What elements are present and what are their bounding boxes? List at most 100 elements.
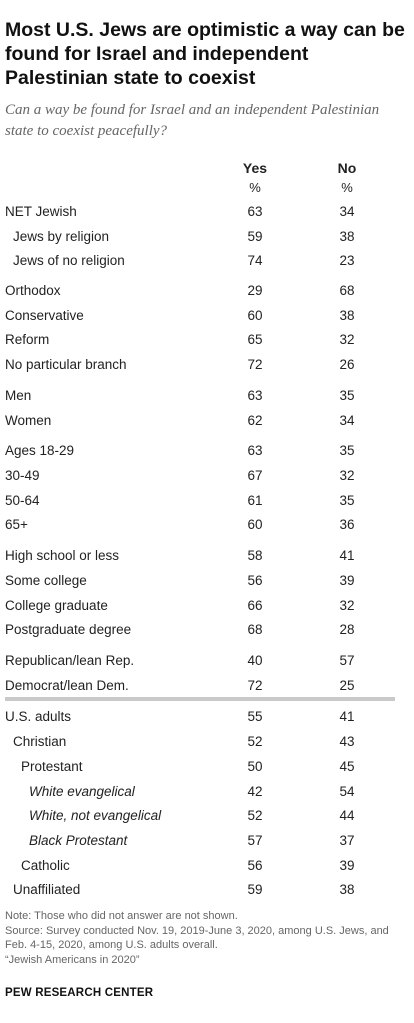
- yes-value: 68: [247, 622, 263, 637]
- row-label: Women: [5, 413, 52, 428]
- row-label: Protestant: [21, 759, 83, 774]
- row-label: Black Protestant: [29, 833, 128, 848]
- row-label: U.S. adults: [5, 709, 72, 724]
- table-row: Unaffiliated 59 38: [0, 880, 414, 900]
- table-row: College graduate 66 32: [0, 596, 414, 616]
- yes-value: 63: [247, 204, 263, 219]
- row-label: Reform: [5, 332, 50, 347]
- row-label: Unaffiliated: [13, 882, 81, 897]
- no-value: 38: [339, 229, 355, 244]
- table-row: 50-64 61 35: [0, 491, 414, 511]
- no-value: 28: [339, 622, 355, 637]
- yes-value: 60: [247, 517, 263, 532]
- yes-value: 57: [247, 833, 263, 848]
- note-line: Note: Those who did not answer are not s…: [5, 910, 238, 922]
- yes-value: 66: [247, 598, 263, 613]
- yes-value: 52: [247, 808, 263, 823]
- no-value: 35: [339, 388, 355, 403]
- table-row: Black Protestant 57 37: [0, 831, 414, 851]
- table-row: Orthodox 29 68: [0, 281, 414, 301]
- row-label: Men: [5, 388, 32, 403]
- table-row: Protestant 50 45: [0, 757, 414, 777]
- row-label: 65+: [5, 517, 28, 532]
- no-value: 54: [339, 784, 355, 799]
- row-label: Democrat/lean Dem.: [5, 678, 129, 693]
- row-label: Conservative: [5, 308, 84, 323]
- table-row: No particular branch 72 26: [0, 355, 414, 375]
- no-value: 32: [339, 332, 355, 347]
- table-row: U.S. adults 55 41: [0, 707, 414, 727]
- yes-value: 59: [247, 882, 263, 897]
- row-label: Jews by religion: [13, 229, 110, 244]
- yes-value: 74: [247, 253, 263, 268]
- no-value: 44: [339, 808, 355, 823]
- yes-value: 56: [247, 573, 263, 588]
- yes-value: 60: [247, 308, 263, 323]
- row-label: Catholic: [21, 858, 70, 873]
- yes-value: 59: [247, 229, 263, 244]
- yes-value: 67: [247, 468, 263, 483]
- row-label: Republican/lean Rep.: [5, 653, 135, 668]
- row-label: Jews of no religion: [13, 253, 125, 268]
- no-value: 41: [339, 548, 355, 563]
- no-value: 32: [339, 598, 355, 613]
- table-row: Christian 52 43: [0, 732, 414, 752]
- column-unit-no: %: [341, 180, 353, 195]
- row-label: Orthodox: [5, 283, 61, 298]
- no-value: 34: [339, 413, 355, 428]
- table-row: Women 62 34: [0, 411, 414, 431]
- column-header-no: No: [337, 160, 357, 176]
- no-value: 37: [339, 833, 355, 848]
- no-value: 45: [339, 759, 355, 774]
- table-row: White evangelical 42 54: [0, 782, 414, 802]
- table-row: NET Jewish 63 34: [0, 202, 414, 222]
- table-row: Some college 56 39: [0, 571, 414, 591]
- row-label: No particular branch: [5, 357, 127, 372]
- yes-value: 72: [247, 357, 263, 372]
- table-row: Catholic 56 39: [0, 856, 414, 876]
- table-row: Jews by religion 59 38: [0, 227, 414, 247]
- row-label: Postgraduate degree: [5, 622, 132, 637]
- table-row: Jews of no religion 74 23: [0, 251, 414, 271]
- chart-subtitle: Can a way be found for Israel and an ind…: [5, 102, 380, 139]
- no-value: 57: [339, 653, 355, 668]
- table-row: High school or less 58 41: [0, 546, 414, 566]
- no-value: 36: [339, 517, 355, 532]
- no-value: 38: [339, 308, 355, 323]
- yes-value: 58: [247, 548, 263, 563]
- section-divider: [5, 697, 395, 701]
- row-label: 50-64: [5, 493, 40, 508]
- row-label: Some college: [5, 573, 87, 588]
- yes-value: 40: [247, 653, 263, 668]
- row-label: College graduate: [5, 598, 108, 613]
- row-label: White, not evangelical: [29, 808, 162, 823]
- yes-value: 56: [247, 858, 263, 873]
- yes-value: 42: [247, 784, 263, 799]
- no-value: 25: [339, 678, 355, 693]
- notes: Note: Those who did not answer are not s…: [5, 909, 405, 967]
- table-row: 30-49 67 32: [0, 466, 414, 486]
- yes-value: 63: [247, 443, 263, 458]
- row-label: NET Jewish: [5, 204, 77, 219]
- yes-value: 72: [247, 678, 263, 693]
- table-row: 65+ 60 36: [0, 515, 414, 535]
- yes-value: 63: [247, 388, 263, 403]
- table-row: Ages 18-29 63 35: [0, 441, 414, 461]
- table-row: Conservative 60 38: [0, 306, 414, 326]
- no-value: 26: [339, 357, 355, 372]
- row-label: White evangelical: [29, 784, 135, 799]
- table-row: Democrat/lean Dem. 72 25: [0, 676, 414, 696]
- yes-value: 29: [247, 283, 263, 298]
- no-value: 68: [339, 283, 355, 298]
- row-label: High school or less: [5, 548, 120, 563]
- no-value: 23: [339, 253, 355, 268]
- table-row: Men 63 35: [0, 386, 414, 406]
- no-value: 39: [339, 858, 355, 873]
- yes-value: 52: [247, 734, 263, 749]
- report-title-line: “Jewish Americans in 2020”: [5, 953, 140, 966]
- no-value: 43: [339, 734, 355, 749]
- table-row: White, not evangelical 52 44: [0, 806, 414, 826]
- no-value: 34: [339, 204, 355, 219]
- source-org: PEW RESEARCH CENTER: [5, 987, 154, 999]
